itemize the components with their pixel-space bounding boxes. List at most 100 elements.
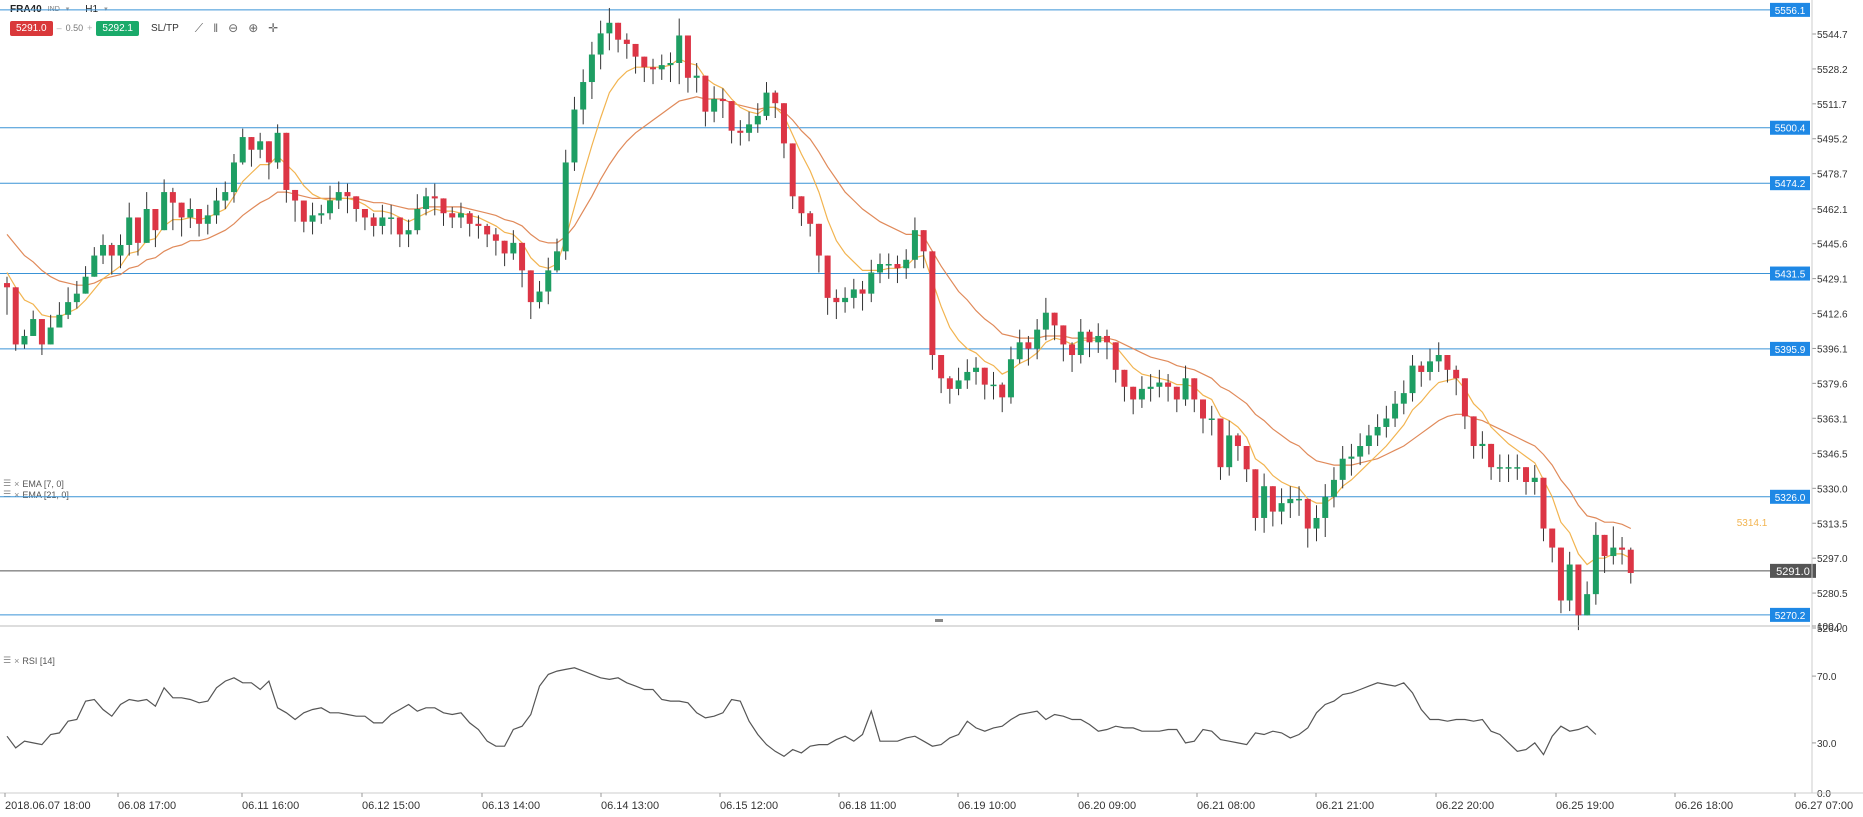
candle-body <box>1365 435 1372 447</box>
zoom-out-icon[interactable]: ⊖ <box>228 21 239 35</box>
candle-body <box>126 217 133 245</box>
candle <box>1060 325 1067 362</box>
candle-body <box>571 109 578 163</box>
candle-body <box>169 192 176 203</box>
chevron-down-icon[interactable]: ▾ <box>65 6 70 13</box>
candle-body <box>815 223 822 256</box>
candle <box>1156 369 1163 398</box>
buy-button[interactable]: 5292.1 <box>96 20 139 36</box>
menu-icon[interactable]: ☰ <box>3 489 12 499</box>
candle <box>501 240 508 267</box>
candle-body <box>196 209 203 224</box>
candle-body <box>650 67 657 70</box>
candle-body <box>1479 443 1486 447</box>
spread-decrease[interactable]: – <box>56 23 62 33</box>
candle <box>353 196 360 222</box>
level-label: 5500.4 <box>1775 124 1806 135</box>
candle-body <box>492 234 499 241</box>
candle <box>38 319 45 356</box>
candle <box>1592 522 1599 605</box>
candle <box>667 52 674 83</box>
symbol-name[interactable]: FRA40 <box>10 3 42 15</box>
candle-body <box>667 62 674 66</box>
candle-body <box>134 217 141 243</box>
candle-body <box>1505 467 1512 469</box>
candle <box>1383 405 1390 438</box>
candle <box>440 198 447 226</box>
zoom-in-icon[interactable]: ⊕ <box>248 21 259 35</box>
candle <box>21 329 28 349</box>
candle-body <box>108 244 115 256</box>
menu-icon[interactable]: ☰ <box>3 478 12 488</box>
candle <box>1374 414 1381 447</box>
time-tick-label: 2018.06.07 18:00 <box>5 800 91 812</box>
candle-body <box>1269 486 1276 512</box>
candle-body <box>1200 399 1207 419</box>
candle-body <box>807 213 814 224</box>
candle-body <box>239 137 246 163</box>
close-icon[interactable]: × <box>14 655 20 666</box>
candle-body <box>484 225 491 235</box>
candle <box>1007 346 1014 404</box>
candle <box>1200 399 1207 434</box>
candle <box>134 217 141 256</box>
legend-rsi[interactable]: ☰ × RSI [14] <box>3 655 55 666</box>
legend-ema7[interactable]: ☰ × EMA [7, 0] <box>3 478 64 489</box>
candle <box>955 367 962 396</box>
price-tick-label: 5363.1 <box>1817 414 1848 425</box>
candle <box>1226 420 1233 476</box>
candle <box>466 211 473 237</box>
candle <box>894 255 901 284</box>
crosshair-icon[interactable]: ✛ <box>268 21 279 35</box>
candle-body <box>536 291 543 303</box>
candle <box>973 357 980 385</box>
candle <box>396 217 403 248</box>
candles-icon[interactable]: ǁ <box>213 21 219 35</box>
candle <box>283 132 290 203</box>
volume-value[interactable]: 0.50 <box>65 23 84 33</box>
close-icon[interactable]: × <box>14 489 20 500</box>
candle <box>1575 564 1582 631</box>
candle-body <box>868 272 875 294</box>
candle <box>265 141 272 180</box>
candle <box>108 242 115 275</box>
spread-increase[interactable]: + <box>87 23 93 33</box>
candle-body <box>1095 335 1102 343</box>
candle-body <box>798 196 805 214</box>
candle <box>746 111 753 142</box>
candle <box>1540 477 1547 542</box>
candle-body <box>746 124 753 133</box>
candle-body <box>1584 594 1591 616</box>
legend-ema21[interactable]: ☰ × EMA [21, 0] <box>3 489 69 500</box>
candle-body <box>1069 344 1076 356</box>
candle-body <box>222 192 229 201</box>
rsi-tick-label: 30.0 <box>1817 739 1837 750</box>
candle <box>1304 498 1311 548</box>
candle-body <box>850 289 857 298</box>
candle <box>1584 581 1591 616</box>
sltp-button[interactable]: SL/TP <box>151 22 179 34</box>
symbol-type: IND <box>47 5 60 13</box>
menu-icon[interactable]: ☰ <box>3 655 12 665</box>
timeframe-selector[interactable]: H1 <box>85 3 99 15</box>
line-chart-icon[interactable]: ⟋ <box>194 20 204 35</box>
level-label: 5474.2 <box>1775 179 1806 190</box>
level-label-bg <box>1770 489 1810 504</box>
candle <box>1453 365 1460 396</box>
candle <box>885 253 892 279</box>
sell-button[interactable]: 5291.0 <box>10 20 53 36</box>
level-label-bg <box>1770 266 1810 281</box>
candle <box>1138 376 1145 408</box>
candle <box>213 187 220 224</box>
close-icon[interactable]: × <box>14 478 20 489</box>
candle-body <box>248 137 255 150</box>
rsi-tick-label: 0.0 <box>1817 789 1831 800</box>
candle <box>1531 465 1538 495</box>
chevron-down-icon[interactable]: ▾ <box>104 6 108 13</box>
candle <box>475 215 482 239</box>
candle-body <box>1330 479 1337 497</box>
candle-body <box>1374 426 1381 436</box>
price-tick-label: 5346.5 <box>1817 449 1848 460</box>
candle-body <box>4 283 10 288</box>
candle-body <box>894 264 901 269</box>
